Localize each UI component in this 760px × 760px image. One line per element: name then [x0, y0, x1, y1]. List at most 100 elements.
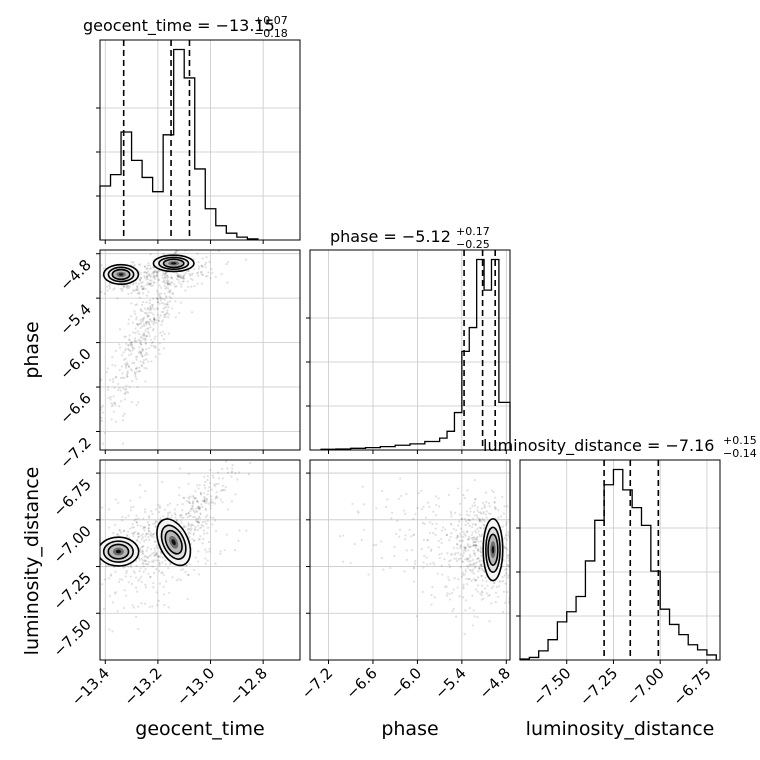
scatter-point — [171, 292, 175, 296]
scatter-point — [162, 307, 165, 310]
scatter-point — [154, 549, 157, 552]
scatter-point — [206, 275, 209, 278]
scatter-point — [158, 582, 161, 585]
scatter-point — [466, 558, 469, 562]
scatter-point — [472, 517, 475, 520]
scatter-point — [158, 506, 161, 509]
scatter-point — [141, 550, 145, 553]
scatter-point — [138, 570, 141, 573]
scatter-point — [139, 307, 142, 311]
scatter-point — [456, 547, 459, 550]
scatter-point — [156, 270, 159, 273]
scatter-point — [479, 546, 482, 549]
scatter-point — [192, 496, 195, 499]
scatter-point — [459, 535, 462, 538]
scatter-point — [146, 308, 149, 311]
scatter-point — [147, 560, 150, 564]
scatter-point — [140, 538, 143, 541]
scatter-point — [162, 272, 165, 275]
scatter-point — [142, 337, 145, 341]
scatter-point — [133, 289, 136, 293]
scatter-point — [436, 572, 439, 575]
scatter-point — [128, 338, 131, 342]
scatter-point — [506, 556, 509, 559]
scatter-point — [163, 273, 166, 276]
scatter-point — [214, 529, 218, 533]
scatter-point — [132, 606, 136, 609]
scatter-point — [157, 298, 160, 301]
scatter-point — [162, 253, 165, 256]
scatter-point — [158, 316, 161, 319]
scatter-point — [196, 520, 199, 523]
scatter-point — [147, 529, 151, 532]
scatter-point — [118, 386, 121, 390]
scatter-point — [149, 575, 152, 578]
scatter-point — [473, 572, 476, 575]
scatter-point — [473, 498, 477, 501]
scatter-point — [390, 517, 393, 520]
scatter-point — [112, 531, 115, 535]
scatter-point — [221, 457, 223, 459]
scatter-point — [165, 580, 168, 583]
scatter-point — [187, 472, 190, 475]
scatter-point — [476, 548, 479, 552]
scatter-point — [452, 607, 455, 610]
scatter-point — [148, 335, 151, 338]
scatter-point — [132, 283, 135, 286]
scatter-point — [466, 564, 469, 567]
scatter-point — [148, 311, 151, 314]
scatter-point — [168, 511, 171, 514]
scatter-point — [467, 560, 470, 563]
x-tick-label: −12.8 — [226, 664, 271, 709]
scatter-point — [151, 565, 154, 568]
scatter-point — [434, 513, 437, 517]
scatter-point — [342, 534, 345, 537]
scatter-point — [459, 502, 462, 505]
scatter-point — [469, 507, 472, 510]
scatter-point — [466, 530, 469, 533]
contour-line — [102, 263, 140, 286]
scatter-point — [132, 289, 135, 292]
scatter-point — [203, 484, 206, 487]
scatter-point — [196, 282, 199, 285]
scatter-point — [133, 340, 136, 343]
scatter-point — [97, 524, 99, 526]
scatter-point — [187, 500, 190, 503]
scatter-point — [215, 495, 218, 498]
scatter-point — [141, 309, 144, 313]
scatter-point — [166, 303, 169, 306]
scatter-point — [111, 630, 114, 633]
scatter-point — [158, 561, 161, 565]
scatter-point — [474, 546, 477, 549]
scatter-point — [197, 515, 201, 518]
scatter-point — [474, 578, 477, 582]
scatter-point — [198, 483, 201, 487]
scatter-point — [149, 319, 152, 322]
scatter-point — [189, 532, 192, 535]
scatter-point — [117, 389, 120, 392]
scatter-point — [154, 552, 158, 555]
scatter-point — [445, 533, 449, 537]
scatter-point — [151, 605, 154, 608]
scatter-point — [168, 502, 172, 505]
scatter-point — [125, 342, 128, 345]
scatter-point — [131, 343, 134, 346]
scatter-point — [187, 269, 190, 272]
scatter-point — [428, 532, 432, 535]
scatter-point — [405, 549, 408, 552]
svg-text:luminosity_distance = −7.16: luminosity_distance = −7.16 — [483, 436, 714, 456]
scatter-point — [102, 607, 106, 610]
scatter-point — [155, 552, 158, 555]
contour-line — [152, 254, 195, 273]
scatter-point — [176, 273, 179, 276]
scatter-point — [174, 513, 177, 516]
panel-phase-vs-geocent-time: −7.2−6.6−6.0−5.4−4.8 — [56, 249, 301, 472]
scatter-point — [135, 564, 138, 567]
scatter-point — [515, 547, 517, 549]
scatter-point — [147, 327, 150, 330]
scatter-point — [454, 511, 457, 514]
scatter-point — [236, 478, 239, 481]
scatter-point — [176, 503, 179, 506]
scatter-point — [215, 496, 218, 499]
scatter-point — [151, 552, 154, 555]
